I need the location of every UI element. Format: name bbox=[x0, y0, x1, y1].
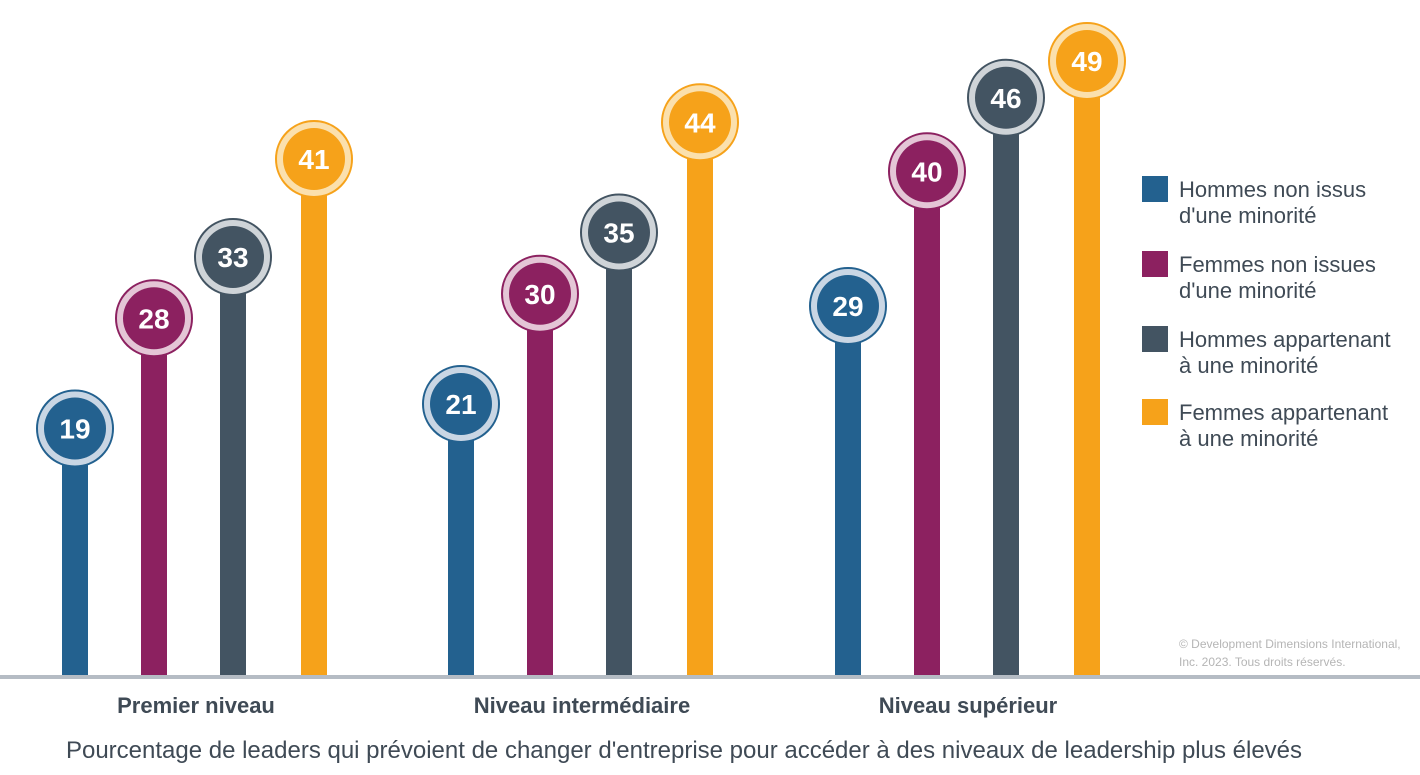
lollipop-1-1: 19 bbox=[36, 389, 114, 675]
lollipop-2-2: 30 bbox=[501, 254, 579, 675]
bubble-core bbox=[283, 128, 345, 190]
chart-marks: 19 21 29 28 30 40 33 35 46 41 44 49 bbox=[36, 22, 1126, 675]
bubble-core bbox=[817, 275, 879, 337]
data-label: 21 bbox=[445, 389, 476, 420]
legend-swatch bbox=[1142, 399, 1168, 425]
bubble-core bbox=[669, 91, 731, 154]
bar-stem bbox=[301, 159, 327, 675]
lollipop-1-3: 29 bbox=[809, 267, 887, 675]
legend-label: Femmes appartenant bbox=[1179, 400, 1388, 425]
bar-stem bbox=[527, 293, 553, 675]
lollipop-3-1: 33 bbox=[194, 218, 272, 675]
bubble-core bbox=[975, 66, 1037, 129]
legend-swatch bbox=[1142, 176, 1168, 202]
bubble-core bbox=[44, 397, 106, 460]
lollipop-2-3: 40 bbox=[888, 132, 966, 675]
bar-stem bbox=[141, 318, 167, 675]
data-label: 49 bbox=[1071, 46, 1102, 77]
legend-label: d'une minorité bbox=[1179, 278, 1317, 303]
bar-stem bbox=[606, 232, 632, 675]
category-labels: Premier niveau Niveau intermédiaire Niveau… bbox=[117, 693, 1058, 718]
legend-swatch bbox=[1142, 251, 1168, 277]
copyright-note: © Development Dimensions International, I… bbox=[1179, 637, 1401, 669]
category-label: Premier niveau bbox=[117, 693, 275, 718]
legend-label: d'une minorité bbox=[1179, 203, 1317, 228]
data-label: 28 bbox=[138, 303, 169, 334]
lollipop-2-1: 28 bbox=[115, 279, 193, 675]
data-label: 46 bbox=[990, 83, 1021, 114]
data-label: 30 bbox=[524, 279, 555, 310]
legend-label: Hommes appartenant bbox=[1179, 327, 1391, 352]
data-label: 40 bbox=[911, 156, 942, 187]
copyright-line: Inc. 2023. Tous droits réservés. bbox=[1179, 655, 1346, 669]
bar-stem bbox=[835, 306, 861, 675]
x-axis-label: Pourcentage de leaders qui prévoient de … bbox=[66, 737, 1302, 764]
lollipop-3-3: 46 bbox=[967, 58, 1045, 675]
bar-stem bbox=[914, 171, 940, 675]
legend-swatch bbox=[1142, 326, 1168, 352]
bar-stem bbox=[993, 97, 1019, 675]
bubble-core bbox=[1056, 30, 1118, 92]
bar-stem bbox=[1074, 61, 1100, 675]
bubble-core bbox=[430, 373, 492, 435]
bar-stem bbox=[62, 428, 88, 675]
legend-label: Femmes non issues bbox=[1179, 252, 1376, 277]
bar-stem bbox=[448, 404, 474, 675]
bubble-core bbox=[509, 262, 571, 325]
bubble-core bbox=[202, 226, 264, 288]
data-label: 44 bbox=[684, 107, 716, 138]
bar-stem bbox=[220, 257, 246, 675]
category-label: Niveau intermédiaire bbox=[474, 693, 690, 718]
lollipop-1-2: 21 bbox=[422, 365, 500, 675]
legend-label: à une minorité bbox=[1179, 426, 1318, 451]
data-label: 35 bbox=[603, 218, 634, 249]
lollipop-4-2: 44 bbox=[661, 83, 739, 675]
lollipop-4-3: 49 bbox=[1048, 22, 1126, 675]
bar-stem bbox=[687, 122, 713, 675]
data-label: 33 bbox=[217, 242, 248, 273]
legend-label: Hommes non issus bbox=[1179, 177, 1366, 202]
lollipop-4-1: 41 bbox=[275, 120, 353, 675]
legend-label: à une minorité bbox=[1179, 353, 1318, 378]
bubble-core bbox=[896, 140, 958, 203]
data-label: 29 bbox=[832, 291, 863, 322]
copyright-line: © Development Dimensions International, bbox=[1179, 637, 1401, 651]
category-label: Niveau supérieur bbox=[879, 693, 1058, 718]
data-label: 19 bbox=[59, 414, 90, 445]
data-label: 41 bbox=[298, 144, 329, 175]
bubble-core bbox=[123, 287, 185, 350]
bubble-core bbox=[588, 201, 650, 264]
lollipop-3-2: 35 bbox=[580, 193, 658, 675]
